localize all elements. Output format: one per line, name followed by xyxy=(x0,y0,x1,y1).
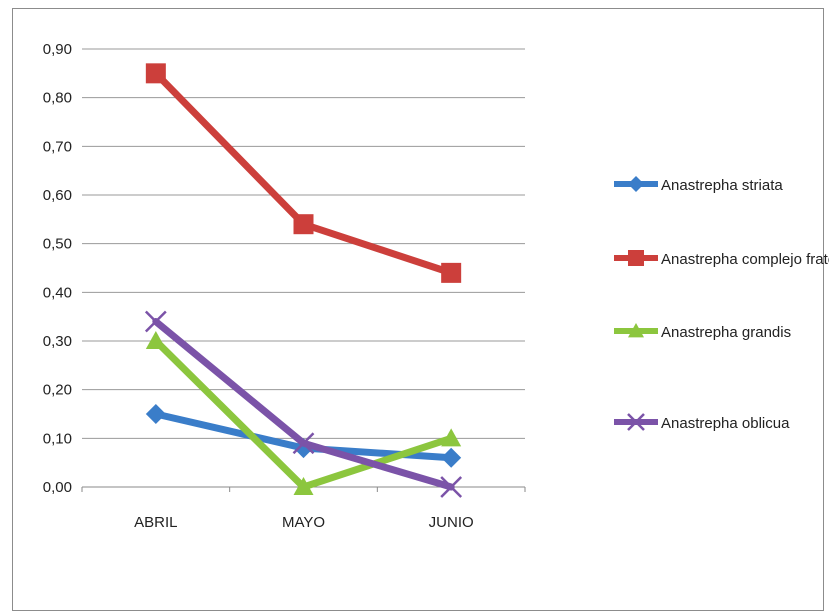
data-point-marker xyxy=(145,404,166,424)
legend-marker xyxy=(627,413,645,431)
series-4 xyxy=(144,310,463,498)
y-tick-label: 0,10 xyxy=(43,430,72,447)
x-tick-label: ABRIL xyxy=(134,514,177,531)
data-point-marker xyxy=(441,447,462,468)
series-1 xyxy=(145,404,462,468)
legend-marker xyxy=(628,176,644,192)
series-group xyxy=(144,63,463,498)
legend-label: Anastrepha complejo fraterculus xyxy=(661,251,829,268)
legend: Anastrepha striata Anastrepha complejo fr… xyxy=(614,176,829,432)
data-point-marker xyxy=(145,331,166,349)
y-tick-label: 0,30 xyxy=(43,333,72,350)
x-tick-label: MAYO xyxy=(282,514,325,531)
y-tick-label: 0,40 xyxy=(43,284,72,301)
y-tick-label: 0,00 xyxy=(43,479,72,496)
legend-label: Anastrepha grandis xyxy=(661,324,791,341)
y-tick-label: 0,70 xyxy=(43,138,72,155)
data-point-marker xyxy=(440,476,463,498)
legend-marker xyxy=(628,250,644,266)
data-point-marker xyxy=(293,477,314,495)
x-axis-ticks: ABRIL MAYO JUNIO xyxy=(81,487,526,531)
data-point-marker xyxy=(145,63,166,84)
legend-item: Anastrepha complejo fraterculus xyxy=(614,250,829,268)
y-tick-label: 0,50 xyxy=(43,236,72,253)
y-axis-ticks: 0,00 0,10 0,20 0,30 0,40 0,50 0,60 0,70 0,80 0,90 xyxy=(43,41,72,496)
legend-marker xyxy=(628,323,644,338)
legend-label: Anastrepha striata xyxy=(661,177,783,194)
chart-frame xyxy=(12,8,824,611)
data-point-marker xyxy=(293,214,314,235)
series-3 xyxy=(145,331,462,495)
series-line xyxy=(152,318,455,491)
series-line xyxy=(152,337,455,491)
data-point-marker xyxy=(144,310,167,333)
x-tick-label: JUNIO xyxy=(429,514,474,531)
legend-item: Anastrepha striata xyxy=(614,176,783,194)
legend-item: Anastrepha oblicua xyxy=(614,413,790,432)
legend-label: Anastrepha oblicua xyxy=(661,415,790,432)
data-point-marker xyxy=(441,428,462,447)
y-tick-label: 0,80 xyxy=(43,90,72,107)
series-line xyxy=(152,69,455,277)
y-tick-label: 0,60 xyxy=(43,187,72,204)
data-point-marker xyxy=(441,262,462,283)
y-tick-label: 0,20 xyxy=(43,382,72,399)
series-2 xyxy=(145,63,462,283)
legend-item: Anastrepha grandis xyxy=(614,323,791,341)
y-tick-label: 0,90 xyxy=(43,41,72,58)
data-point-marker xyxy=(292,432,315,455)
